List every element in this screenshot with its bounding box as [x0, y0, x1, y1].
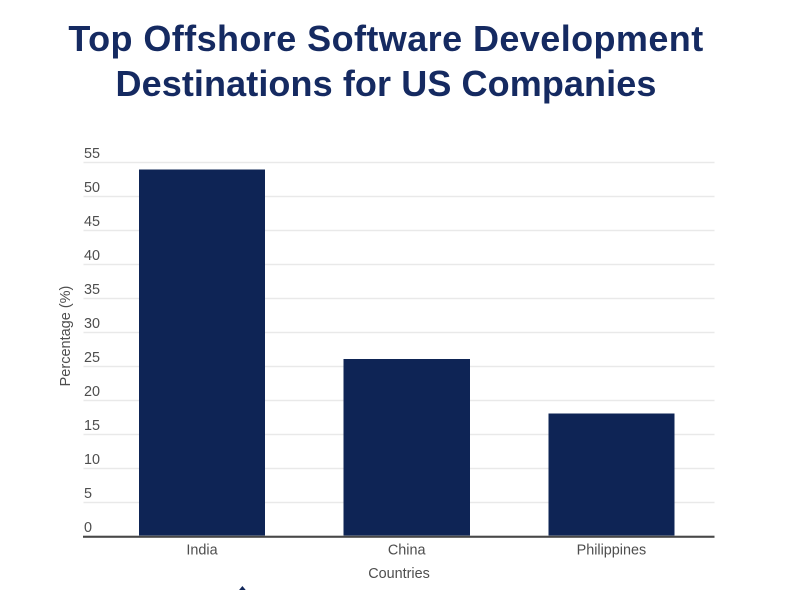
svg-text:Philippines: Philippines: [577, 543, 647, 559]
svg-text:Percentage (%): Percentage (%): [58, 286, 74, 387]
svg-text:0: 0: [84, 520, 92, 536]
svg-text:Countries: Countries: [368, 566, 430, 582]
svg-text:China: China: [388, 543, 426, 559]
svg-text:40: 40: [84, 248, 100, 264]
svg-text:50: 50: [84, 180, 100, 196]
svg-text:10: 10: [84, 452, 100, 468]
svg-text:35: 35: [84, 282, 100, 298]
svg-text:15: 15: [84, 418, 100, 434]
svg-text:25: 25: [84, 350, 100, 366]
svg-text:45: 45: [84, 214, 100, 230]
svg-text:30: 30: [84, 316, 100, 332]
svg-text:20: 20: [84, 384, 100, 400]
svg-text:India: India: [186, 543, 217, 559]
svg-text:55: 55: [84, 146, 100, 162]
svg-text:5: 5: [84, 486, 92, 502]
